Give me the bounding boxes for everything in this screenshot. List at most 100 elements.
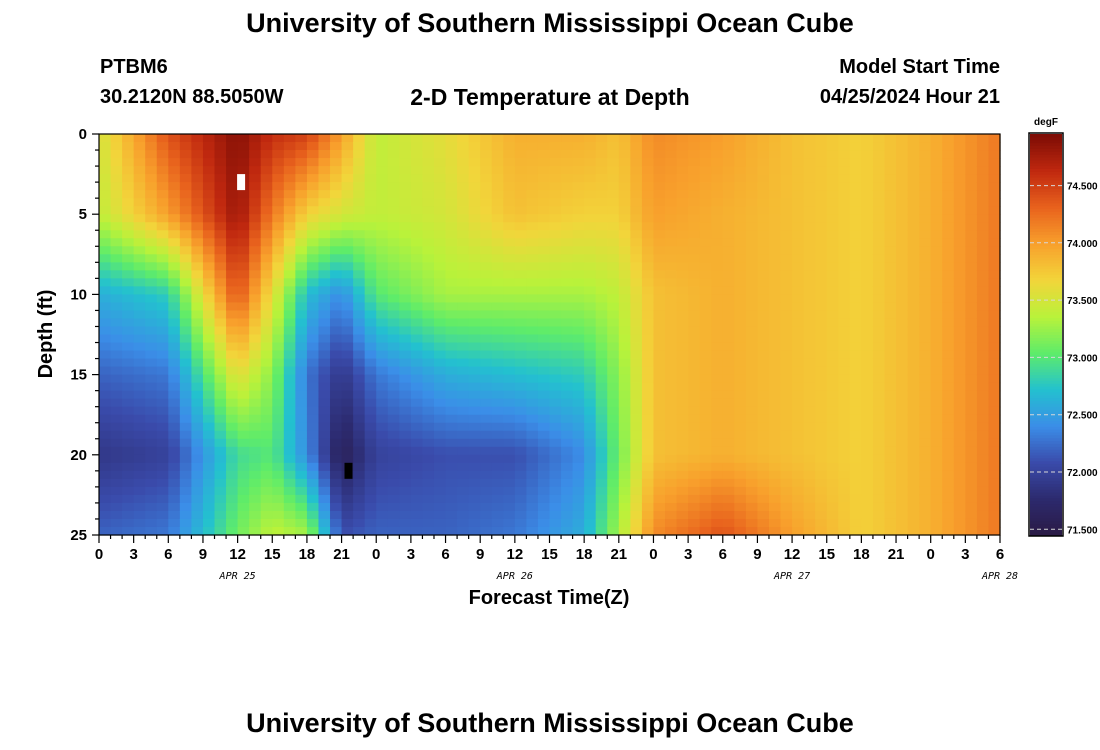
heatmap-cell: [514, 446, 527, 456]
heatmap-cell: [780, 454, 793, 464]
heatmap-cell: [630, 374, 643, 384]
heatmap-cell: [249, 470, 262, 480]
heatmap-cell: [330, 470, 343, 480]
heatmap-cell: [699, 470, 712, 480]
heatmap-cell: [665, 270, 678, 279]
heatmap-cell: [260, 350, 273, 360]
heatmap-cell: [907, 414, 920, 424]
heatmap-cell: [849, 270, 862, 279]
heatmap-cell: [584, 230, 597, 239]
heatmap-cell: [503, 446, 516, 456]
heatmap-cell: [433, 198, 447, 207]
heatmap-cell: [734, 422, 747, 432]
heatmap-cell: [572, 294, 585, 304]
heatmap-cell: [422, 318, 435, 328]
heatmap-cell: [503, 230, 516, 239]
colorbar-segment: [1030, 274, 1062, 278]
heatmap-cell: [653, 350, 666, 360]
heatmap-cell: [676, 494, 689, 504]
heatmap-cell: [537, 286, 551, 295]
heatmap-cell: [780, 246, 793, 255]
heatmap-cell: [214, 494, 227, 504]
heatmap-cell: [99, 254, 112, 263]
heatmap-cell: [364, 254, 377, 263]
heatmap-cell: [330, 462, 343, 472]
heatmap-cell: [133, 318, 146, 328]
heatmap-cell: [503, 254, 516, 263]
heatmap-cell: [353, 142, 366, 151]
heatmap-cell: [341, 262, 354, 271]
heatmap-cell: [757, 342, 770, 352]
heatmap-cell: [745, 398, 759, 408]
heatmap-cell: [930, 398, 943, 408]
heatmap-cell: [133, 262, 146, 271]
heatmap-cell: [353, 214, 366, 223]
heatmap-cell: [734, 262, 747, 271]
heatmap-cell: [976, 502, 990, 512]
heatmap-cell: [387, 422, 400, 432]
heatmap-cell: [468, 198, 481, 207]
heatmap-cell: [838, 166, 851, 175]
heatmap-cell: [838, 246, 851, 255]
heatmap-cell: [295, 222, 308, 231]
heatmap-cell: [364, 390, 377, 400]
heatmap-cell: [965, 478, 978, 488]
heatmap-cell: [942, 254, 955, 263]
heatmap-cell: [988, 390, 1001, 400]
colorbar: degF 71.50072.00072.50073.00073.50074.00…: [1028, 117, 1098, 537]
heatmap-cell: [665, 262, 678, 271]
heatmap-cell: [168, 406, 181, 416]
heatmap-cell: [676, 310, 689, 320]
heatmap-cell: [526, 350, 539, 360]
heatmap-cell: [896, 222, 909, 231]
heatmap-cell: [549, 462, 562, 472]
heatmap-cell: [364, 478, 377, 488]
heatmap-cell: [896, 206, 909, 215]
heatmap-cell: [665, 158, 678, 167]
heatmap-cell: [168, 278, 181, 287]
heatmap-cell: [711, 526, 724, 536]
heatmap-cell: [503, 510, 516, 520]
heatmap-cell: [191, 238, 204, 247]
heatmap-cell: [584, 214, 597, 223]
heatmap-cell: [803, 238, 816, 247]
heatmap-cell: [526, 526, 539, 536]
heatmap-cell: [665, 310, 678, 320]
heatmap-cell: [526, 142, 539, 151]
heatmap-cell: [699, 238, 712, 247]
heatmap-cell: [410, 398, 424, 408]
heatmap-cell: [191, 334, 204, 344]
heatmap-cell: [387, 278, 400, 287]
heatmap-cell: [884, 414, 897, 424]
heatmap-cell: [630, 366, 643, 376]
heatmap-cell: [861, 270, 874, 279]
heatmap-cell: [179, 414, 193, 424]
heatmap-cell: [537, 302, 551, 312]
heatmap-cell: [838, 502, 851, 512]
heatmap-cell: [722, 270, 735, 279]
heatmap-cell: [803, 350, 816, 360]
heatmap-cell: [422, 462, 435, 472]
heatmap-cell: [179, 510, 193, 520]
heatmap-cell: [272, 142, 285, 151]
heatmap-cell: [641, 230, 655, 239]
heatmap-cell: [283, 486, 296, 496]
heatmap-cell: [179, 286, 193, 295]
heatmap-cell: [283, 446, 296, 456]
heatmap-cell: [249, 414, 262, 424]
heatmap-cell: [699, 454, 712, 464]
heatmap-cell: [561, 382, 574, 392]
colorbar-segment: [1030, 506, 1062, 510]
colorbar-segment: [1030, 254, 1062, 258]
heatmap-cell: [272, 438, 285, 448]
heatmap-cell: [884, 254, 897, 263]
heatmap-cell: [110, 294, 123, 304]
heatmap-cell: [145, 254, 158, 263]
heatmap-cell: [433, 406, 447, 416]
heatmap-cell: [688, 222, 701, 231]
heatmap-cell: [260, 414, 273, 424]
heatmap-cell: [584, 310, 597, 320]
heatmap-cell: [930, 430, 943, 440]
x-tick-label: 9: [753, 546, 761, 563]
heatmap-cell: [249, 230, 262, 239]
